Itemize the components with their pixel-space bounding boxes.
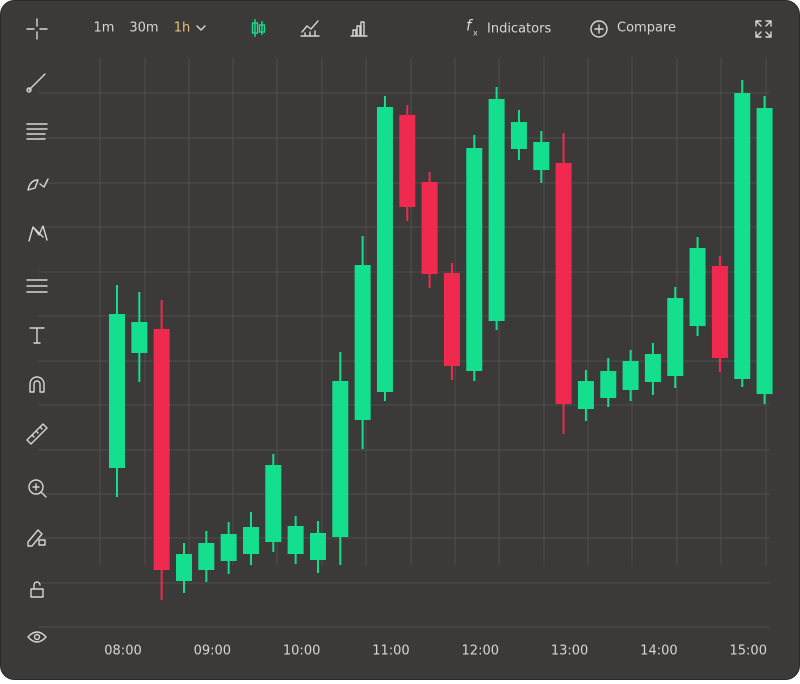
- fullscreen-icon[interactable]: [755, 20, 772, 38]
- channel-tool[interactable]: [26, 279, 48, 293]
- x-tick-label: 11:00: [372, 644, 409, 659]
- compare-icon[interactable]: [590, 20, 608, 38]
- candle-body: [488, 99, 505, 321]
- indicators-button[interactable]: Indicators: [487, 22, 551, 37]
- compare-icon-plus[interactable]: [594, 24, 604, 34]
- crosshair-tool[interactable]: [26, 18, 48, 40]
- interval-1m[interactable]: 1m: [94, 21, 115, 36]
- candle-body: [198, 543, 215, 570]
- candle-body: [399, 115, 416, 207]
- interval-1h[interactable]: 1h: [174, 21, 191, 36]
- x-tick-label: 15:00: [730, 644, 767, 659]
- candle-body: [131, 322, 148, 353]
- candle-body: [109, 314, 125, 468]
- visibility-tool-pupil[interactable]: [33, 633, 41, 641]
- text-tool[interactable]: [29, 327, 45, 344]
- x-tick-label: 08:00: [104, 644, 141, 659]
- ruler-tool[interactable]: [26, 423, 48, 445]
- chevron[interactable]: [196, 25, 206, 31]
- side-toolbar: [26, 18, 49, 643]
- trendline-tool-dot[interactable]: [26, 87, 32, 93]
- candle-icon[interactable]: [251, 19, 266, 37]
- zoom-tool-plus[interactable]: [32, 483, 47, 498]
- candle-body: [533, 142, 550, 170]
- candle-body: [711, 266, 728, 358]
- compare-button[interactable]: Compare: [617, 21, 676, 36]
- candle-body: [153, 329, 170, 570]
- candle-body: [309, 533, 326, 560]
- visibility-tool[interactable]: [27, 631, 47, 643]
- candle-body: [376, 107, 393, 392]
- x-tick-label: 13:00: [551, 644, 588, 659]
- fib-tool[interactable]: [26, 123, 48, 140]
- candle-body: [734, 93, 751, 379]
- candle-body: [354, 265, 371, 420]
- candle-body: [175, 554, 192, 581]
- candle-body: [421, 182, 438, 274]
- zoom-tool[interactable]: [28, 479, 44, 495]
- lock-drawing-tool[interactable]: [27, 529, 46, 547]
- candle-body: [510, 122, 527, 149]
- bar-icon[interactable]: [350, 21, 368, 37]
- candle-body: [644, 354, 661, 382]
- candle-body: [332, 381, 349, 537]
- candle-body: [622, 361, 639, 390]
- candle-body: [689, 248, 706, 326]
- candle-body: [756, 108, 773, 394]
- brush-tool[interactable]: [27, 178, 49, 191]
- x-tick-label: 10:00: [283, 644, 320, 659]
- magnet-tool[interactable]: [29, 376, 45, 393]
- candle-body: [555, 163, 572, 404]
- candle-body: [287, 526, 304, 554]
- candle-body: [443, 273, 460, 366]
- unlock-tool[interactable]: [30, 581, 44, 598]
- fx-icon-sub[interactable]: x: [473, 29, 478, 38]
- candle-body: [220, 534, 237, 561]
- interval-30m[interactable]: 30m: [129, 21, 158, 36]
- x-tick-label: 09:00: [194, 644, 231, 659]
- candle-body: [242, 527, 259, 554]
- candle-body: [265, 465, 282, 542]
- fx-icon[interactable]: f: [466, 17, 474, 35]
- candle-body: [667, 298, 684, 376]
- candle-body: [577, 381, 594, 409]
- x-tick-label: 12:00: [462, 644, 499, 659]
- candle-body: [466, 148, 483, 371]
- pattern-tool[interactable]: [28, 225, 48, 242]
- candle-body: [600, 371, 617, 398]
- x-tick-label: 14:00: [640, 644, 677, 659]
- trendline-tool[interactable]: [28, 73, 46, 91]
- line-icon[interactable]: [300, 20, 320, 37]
